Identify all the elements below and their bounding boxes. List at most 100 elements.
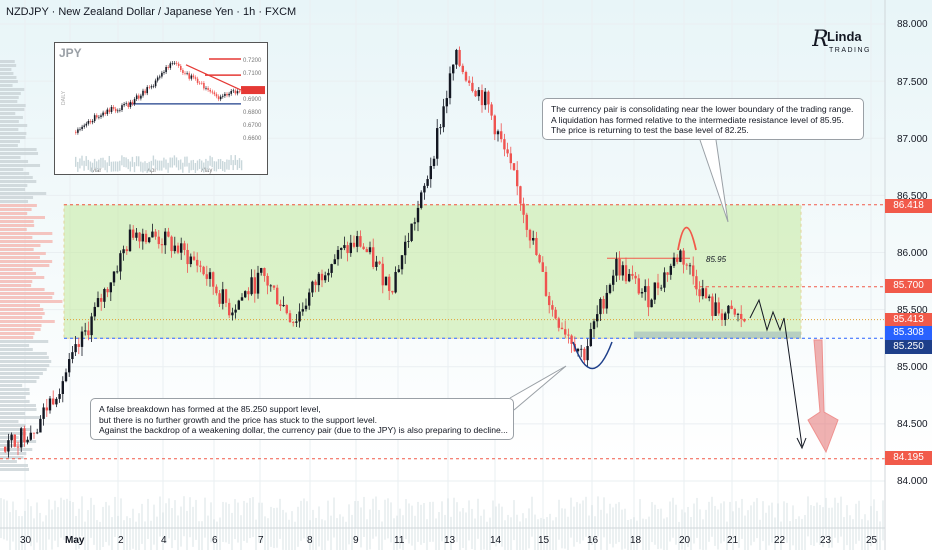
volume-bar [270,506,272,547]
candle-body [154,231,157,237]
volume-bar [594,516,596,550]
volume-bar [117,515,119,550]
volume-bar [168,498,170,539]
candle-body [688,265,692,267]
volume-bar [312,509,314,550]
inset-candle-body [148,87,151,88]
volume-bar [861,519,863,550]
inset-candle-body [77,129,79,133]
volume-profile-bar [0,396,26,399]
inset-volume-bar [207,160,209,171]
volume-bar [78,508,80,549]
inset-volume-bar [123,157,125,168]
candle-body [228,302,231,316]
candle-body [167,231,170,237]
volume-bar [243,500,245,541]
volume-bar [417,501,419,542]
projection-zigzag [749,298,803,447]
inset-volume-bar [228,159,230,170]
volume-bar [678,521,680,550]
volume-profile-bar [0,260,53,263]
inset-volume-bar [232,160,234,171]
candle-body [487,91,490,105]
candle-body [698,289,701,297]
volume-bar [228,503,230,544]
volume-bar [534,514,536,550]
callout-bottom-line: Against the backdrop of a weakening doll… [99,425,508,435]
candle-body [727,305,730,314]
volume-bar [183,496,185,537]
volume-bar [261,502,263,543]
price-label-resistance: 86.418 [885,199,932,213]
callout-bottom-pointer [509,365,567,411]
inset-volume-bar [226,159,228,170]
candle-body [55,398,58,405]
candle-body [672,257,676,266]
volume-bar [267,518,269,550]
inset-volume-bar [215,161,218,172]
volume-bar [744,515,746,550]
inset-svg: 0.72000.71000.69610.69000.68000.67000.66… [59,46,265,174]
candle-body [132,229,135,238]
inset-candle-body [129,101,132,107]
volume-profile-bar [0,132,27,135]
volume-bar [456,502,458,543]
inset-candle-body [188,73,190,79]
inset-volume-bar [163,157,165,168]
volume-profile-bar [0,460,17,463]
volume-profile-bar [0,156,21,159]
candle-body [400,255,404,270]
volume-bar [510,517,512,550]
inset-candle-body [100,115,102,117]
candle-body [144,233,148,243]
volume-bar [609,503,611,544]
candle-body [378,261,381,264]
volume-bar [771,502,773,543]
candle-body [234,309,237,313]
volume-profile-bar [0,216,45,219]
candle-body [743,319,746,322]
price-tick: 88.000 [897,19,928,30]
volume-bar [111,517,113,550]
volume-bar [747,510,749,550]
candle-body [215,286,218,294]
volume-profile-bar [0,292,55,295]
volume-profile-bar [0,140,20,143]
inset-candle-body [194,77,197,79]
candle-body [596,314,599,322]
volume-bar [864,514,866,550]
inset-candle-body [215,94,218,97]
volume-bar [801,518,803,550]
candle-body [484,91,487,106]
volume-profile-bar [0,160,29,163]
candle-body [90,316,93,336]
inset-volume-bar [100,157,102,168]
volume-bar [675,504,677,545]
inset-volume-bar [81,155,83,166]
volume-bar [33,518,35,550]
volume-bar [540,517,542,550]
candle-body [324,275,327,281]
volume-bar [720,503,722,544]
volume-bar [843,517,845,550]
volume-bar [132,508,134,549]
volume-bar [357,500,359,541]
inset-candle-body [131,101,134,105]
time-tick: 9 [353,535,359,546]
volume-profile-bar [0,424,26,427]
volume-bar [258,502,260,543]
volume-bar [9,512,11,550]
volume-bar [438,512,440,550]
candle-body [39,418,42,433]
volume-bar [189,497,191,538]
inset-volume-bar [186,156,188,167]
volume-bar [402,515,404,550]
inset-volume-bar [230,155,232,166]
volume-bar [636,520,638,550]
candle-body [231,312,234,316]
volume-bar [114,496,116,537]
volume-bar [645,519,647,550]
candle-body [106,288,109,293]
volume-bar [390,502,392,543]
